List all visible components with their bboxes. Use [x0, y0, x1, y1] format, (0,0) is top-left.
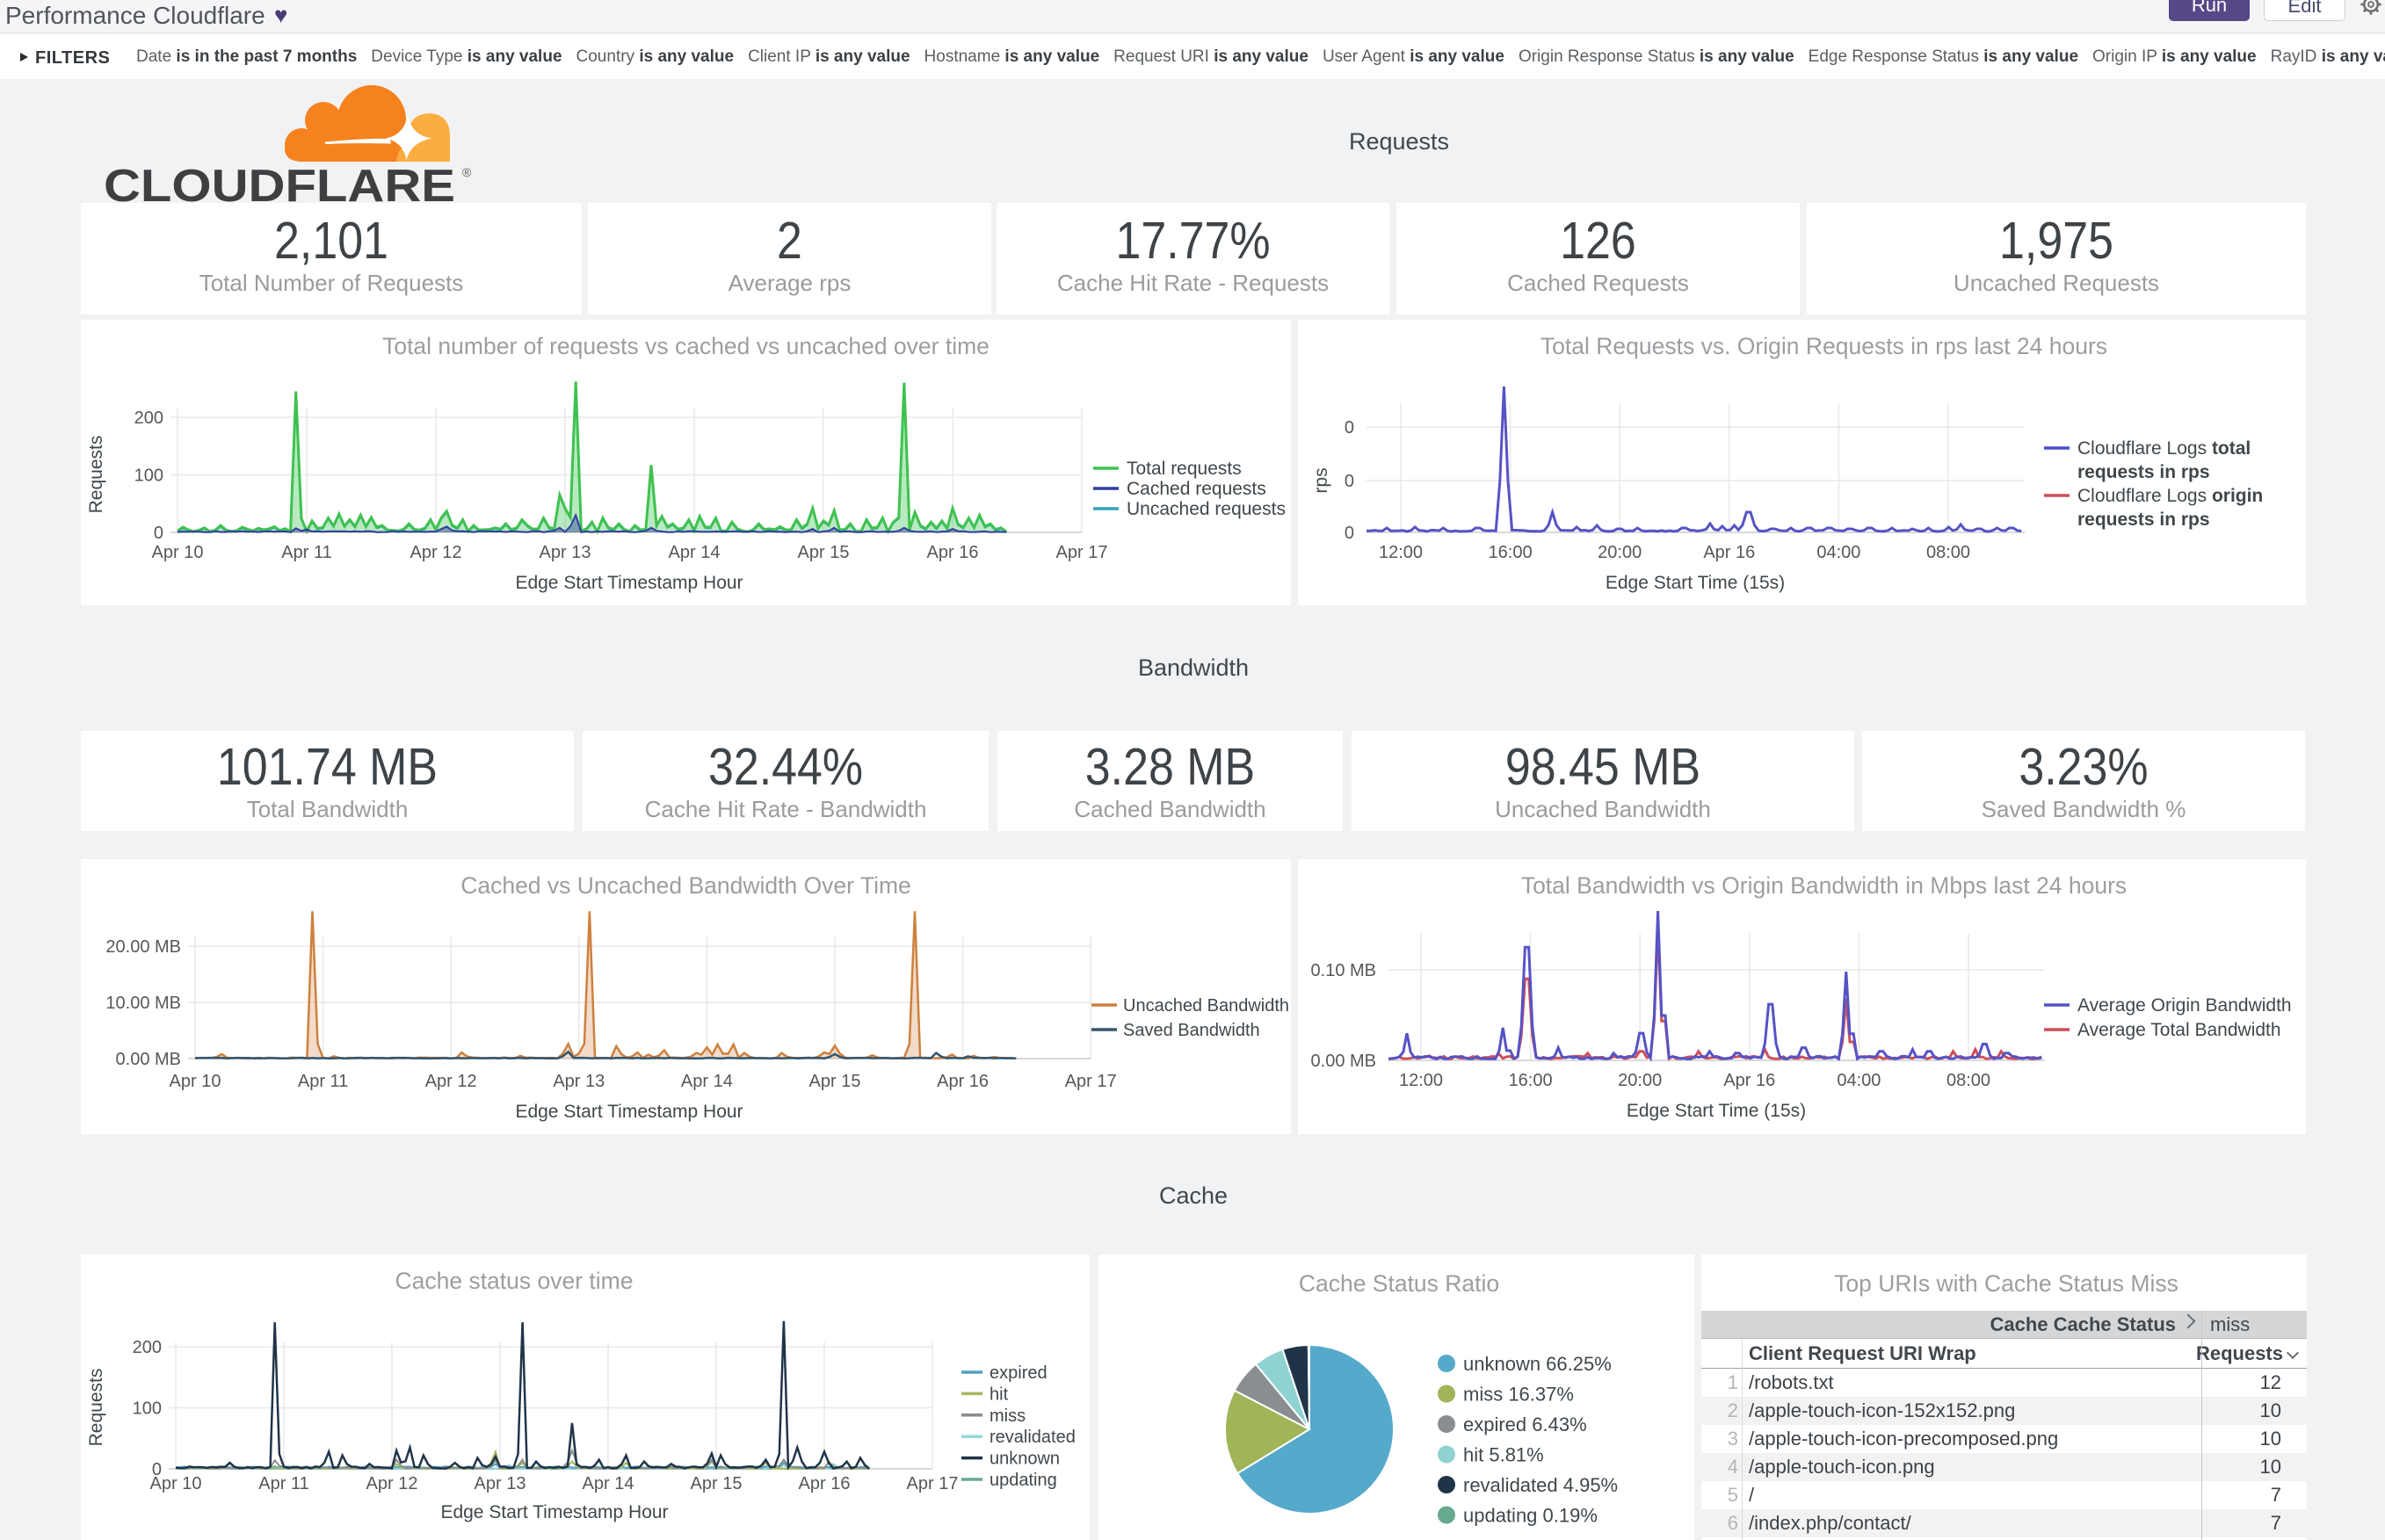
svg-text:0: 0 [154, 524, 163, 543]
svg-text:Requests: Requests [86, 1369, 106, 1447]
svg-text:Apr 12: Apr 12 [425, 1072, 477, 1091]
svg-text:expired 6.43%: expired 6.43% [1463, 1413, 1587, 1435]
svg-text:Apr 15: Apr 15 [809, 1072, 861, 1091]
svg-text:Cached requests: Cached requests [1127, 479, 1266, 499]
svg-text:12:00: 12:00 [1379, 543, 1423, 562]
svg-text:0: 0 [1345, 472, 1354, 491]
svg-text:Apr 12: Apr 12 [410, 543, 462, 562]
svg-text:Apr 11: Apr 11 [258, 1474, 308, 1493]
svg-text:20:00: 20:00 [1618, 1071, 1662, 1090]
svg-text:08:00: 08:00 [1926, 543, 1970, 562]
svg-text:12:00: 12:00 [1399, 1071, 1443, 1090]
svg-text:Average Origin Bandwidth: Average Origin Bandwidth [2077, 995, 2292, 1016]
svg-text:Apr 17: Apr 17 [907, 1474, 959, 1493]
svg-text:hit 5.81%: hit 5.81% [1463, 1444, 1544, 1466]
svg-text:100: 100 [134, 466, 163, 486]
svg-text:08:00: 08:00 [1946, 1071, 1990, 1090]
svg-text:04:00: 04:00 [1816, 543, 1860, 562]
svg-text:requests in rps: requests in rps [2077, 462, 2210, 482]
svg-text:0.10 MB: 0.10 MB [1311, 961, 1376, 980]
svg-text:Apr 17: Apr 17 [1056, 543, 1108, 562]
svg-text:Apr 10: Apr 10 [152, 543, 204, 562]
svg-text:Apr 10: Apr 10 [170, 1072, 221, 1091]
svg-text:CLOUDFLARE: CLOUDFLARE [104, 161, 455, 203]
svg-text:Apr 16: Apr 16 [937, 1072, 989, 1091]
svg-text:miss 16.37%: miss 16.37% [1463, 1384, 1574, 1406]
svg-text:16:00: 16:00 [1489, 543, 1533, 562]
svg-text:100: 100 [133, 1399, 162, 1419]
svg-text:revalidated: revalidated [990, 1428, 1076, 1447]
svg-text:Apr 13: Apr 13 [540, 543, 591, 562]
svg-text:200: 200 [133, 1338, 162, 1357]
svg-text:Apr 15: Apr 15 [691, 1474, 743, 1493]
svg-text:Apr 14: Apr 14 [669, 543, 721, 562]
svg-text:unknown: unknown [990, 1450, 1060, 1469]
svg-text:Apr 11: Apr 11 [281, 543, 331, 562]
svg-text:Apr 11: Apr 11 [298, 1072, 348, 1091]
svg-text:20.00 MB: 20.00 MB [105, 937, 181, 957]
svg-text:Apr 16: Apr 16 [799, 1474, 851, 1493]
svg-text:Apr 16: Apr 16 [927, 543, 979, 562]
svg-text:Apr 14: Apr 14 [583, 1474, 634, 1493]
svg-text:04:00: 04:00 [1837, 1071, 1881, 1090]
svg-text:updating 0.19%: updating 0.19% [1463, 1505, 1598, 1527]
svg-text:updating: updating [990, 1471, 1057, 1490]
svg-text:revalidated 4.95%: revalidated 4.95% [1463, 1474, 1618, 1496]
svg-text:Apr 17: Apr 17 [1065, 1072, 1117, 1091]
svg-text:miss: miss [990, 1406, 1026, 1426]
svg-text:®: ® [462, 165, 472, 179]
svg-text:Cloudflare Logs total: Cloudflare Logs total [2077, 438, 2251, 459]
svg-text:unknown 66.25%: unknown 66.25% [1463, 1353, 1612, 1375]
svg-text:0: 0 [1345, 418, 1354, 437]
svg-text:0.00 MB: 0.00 MB [116, 1050, 181, 1069]
svg-text:requests in rps: requests in rps [2077, 510, 2210, 530]
svg-text:Apr 14: Apr 14 [681, 1072, 733, 1091]
svg-text:Apr 15: Apr 15 [798, 543, 850, 562]
svg-text:Edge Start Timestamp Hour: Edge Start Timestamp Hour [440, 1502, 668, 1522]
svg-text:16:00: 16:00 [1509, 1071, 1553, 1090]
svg-text:Cloudflare Logs origin: Cloudflare Logs origin [2077, 486, 2263, 506]
svg-text:Uncached requests: Uncached requests [1127, 499, 1286, 519]
svg-text:rps: rps [1311, 467, 1331, 493]
svg-text:Average Total Bandwidth: Average Total Bandwidth [2077, 1020, 2281, 1040]
svg-text:Edge Start Time (15s): Edge Start Time (15s) [1627, 1101, 1806, 1121]
svg-text:0: 0 [1345, 524, 1354, 543]
svg-text:Apr 16: Apr 16 [1703, 543, 1755, 562]
svg-text:Edge Start Time (15s): Edge Start Time (15s) [1606, 573, 1785, 593]
svg-text:10.00 MB: 10.00 MB [105, 994, 181, 1013]
svg-text:Uncached Bandwidth: Uncached Bandwidth [1123, 996, 1289, 1016]
svg-text:Apr 13: Apr 13 [553, 1072, 605, 1091]
svg-text:Edge Start Timestamp Hour: Edge Start Timestamp Hour [515, 573, 743, 593]
svg-text:expired: expired [990, 1363, 1048, 1383]
svg-text:0.00 MB: 0.00 MB [1311, 1052, 1376, 1071]
svg-text:hit: hit [990, 1385, 1009, 1404]
svg-text:200: 200 [134, 408, 163, 428]
svg-text:Edge Start Timestamp Hour: Edge Start Timestamp Hour [515, 1102, 743, 1122]
svg-text:Total requests: Total requests [1127, 459, 1242, 479]
svg-text:Requests: Requests [86, 436, 106, 514]
svg-text:Apr 10: Apr 10 [150, 1474, 202, 1493]
svg-text:20:00: 20:00 [1598, 543, 1642, 562]
svg-text:Apr 13: Apr 13 [475, 1474, 526, 1493]
svg-text:Apr 12: Apr 12 [366, 1474, 418, 1493]
svg-text:Apr 16: Apr 16 [1723, 1071, 1775, 1090]
svg-text:Saved Bandwidth: Saved Bandwidth [1123, 1021, 1260, 1040]
